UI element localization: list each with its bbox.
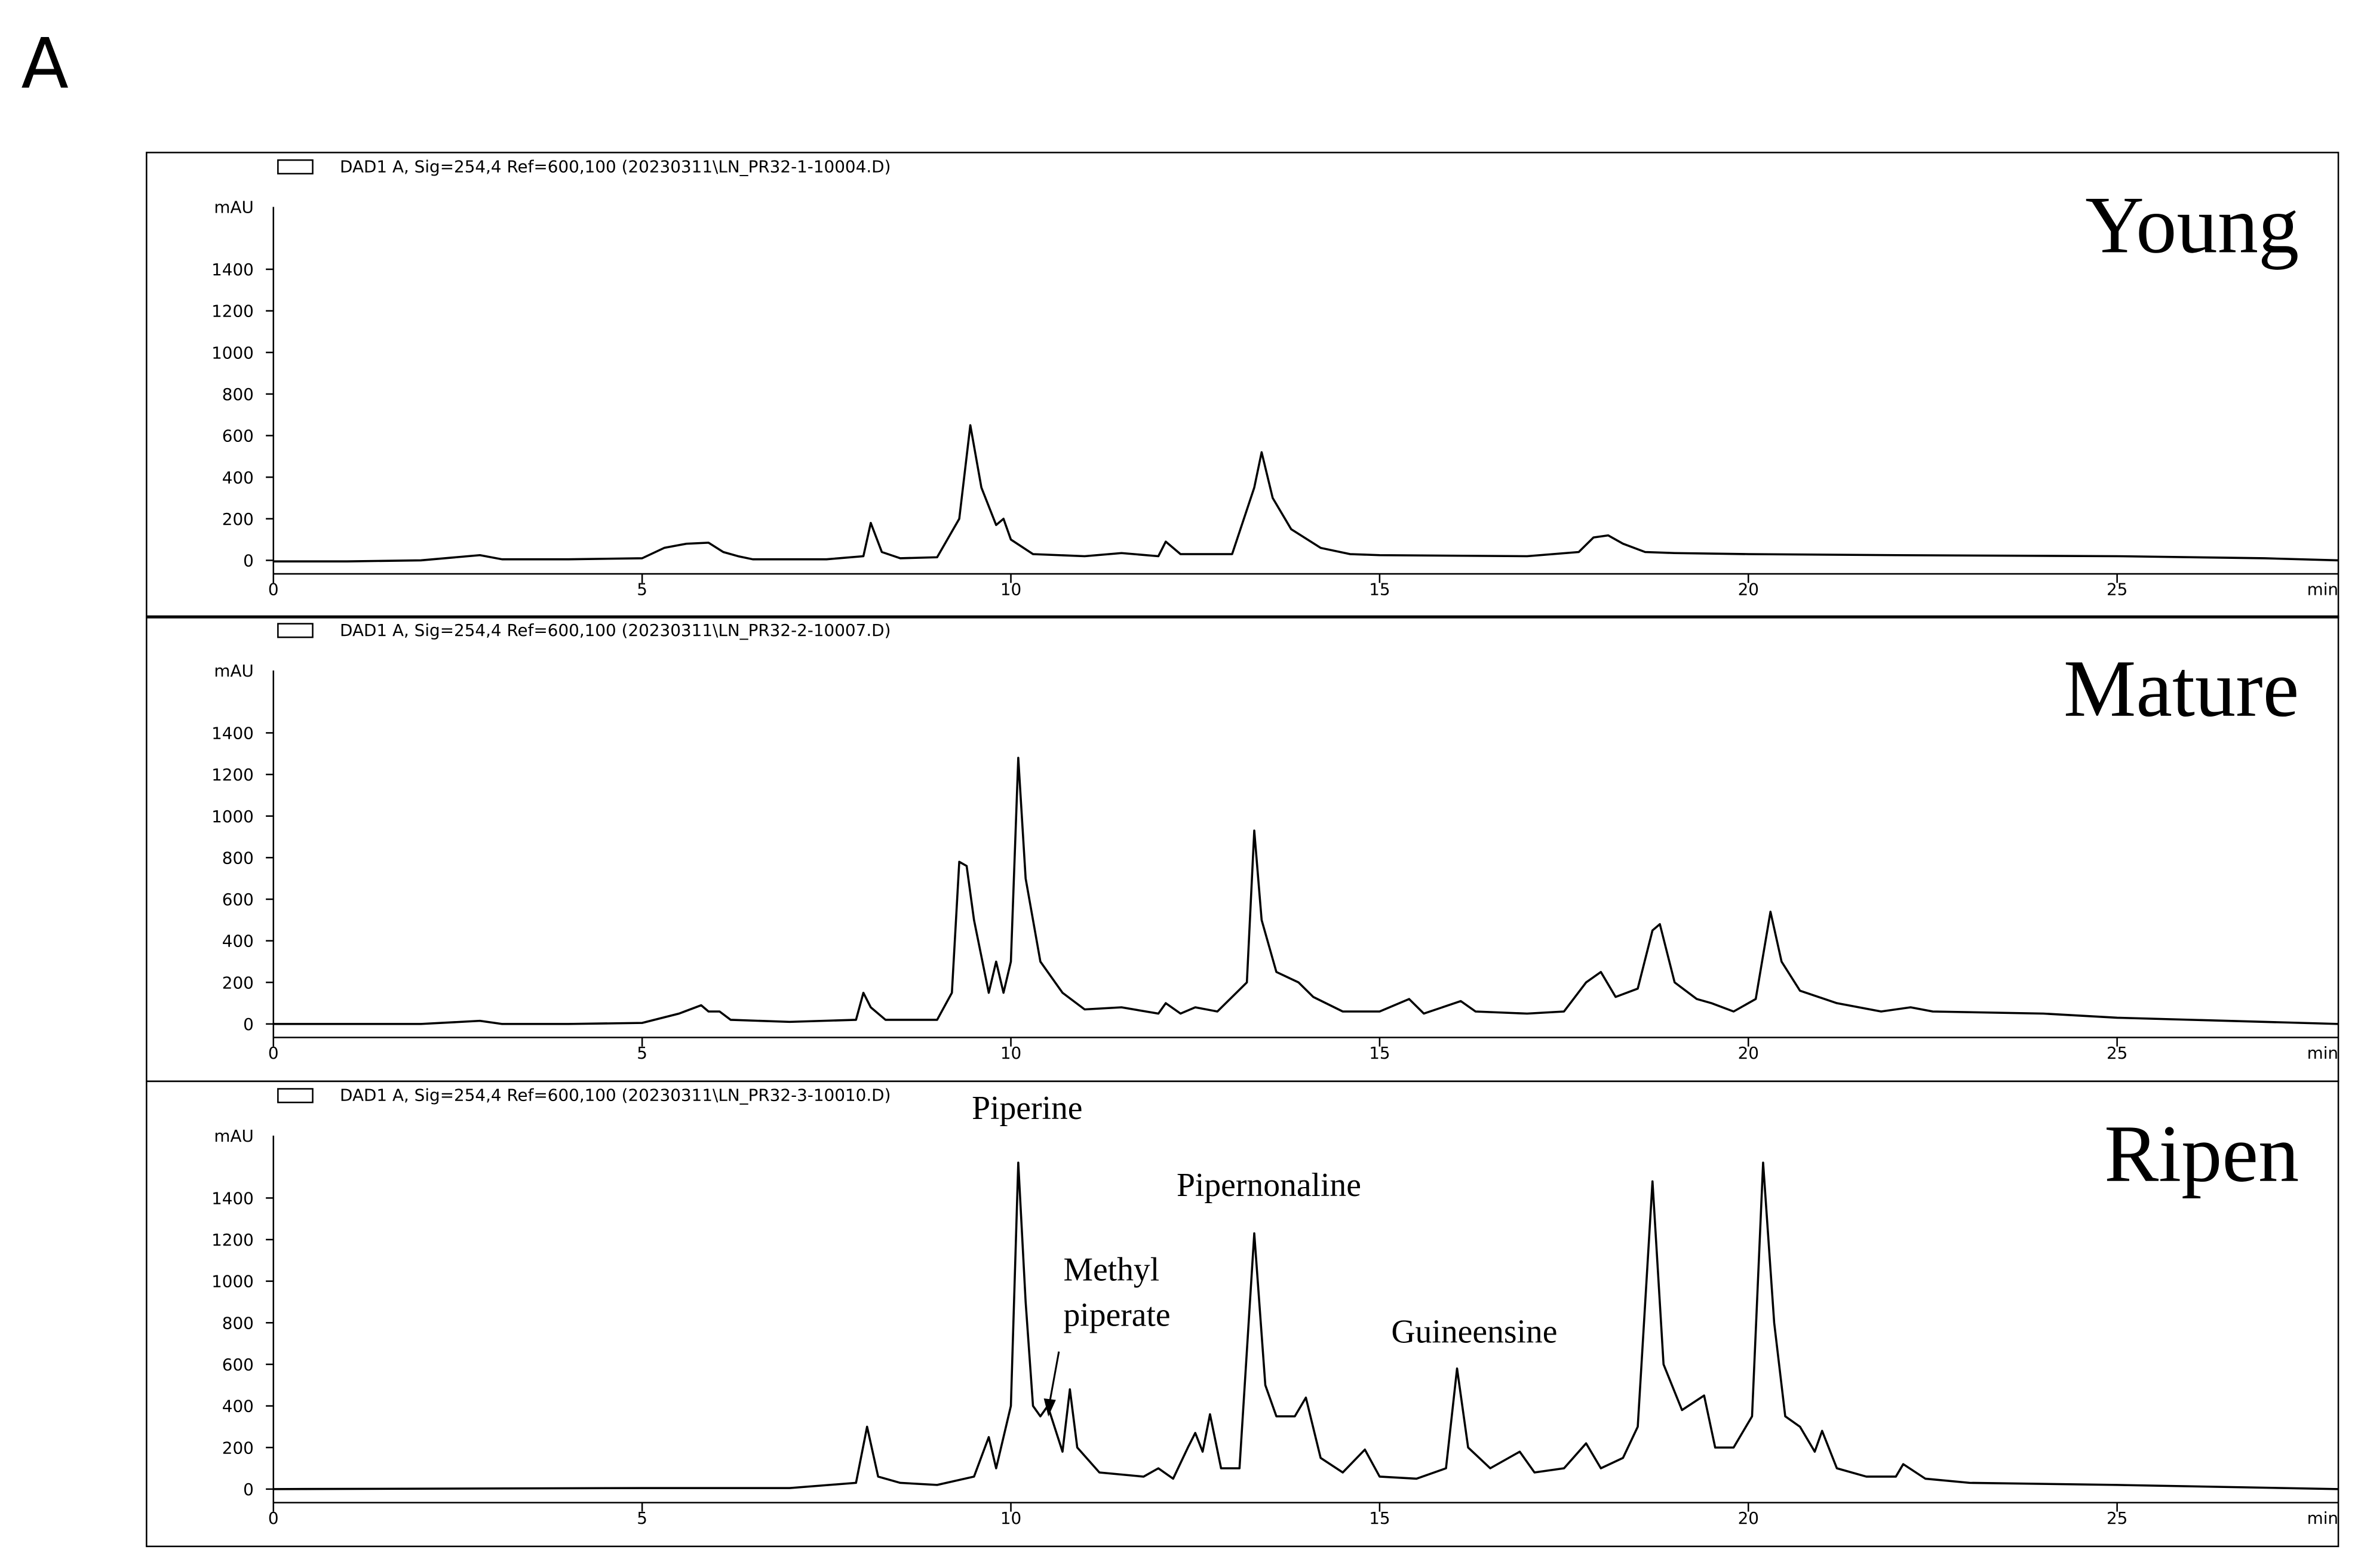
x-tick-label: 0 [268, 1508, 279, 1528]
y-tick-label: 1200 [211, 1230, 254, 1250]
y-tick-label: 1200 [211, 302, 254, 321]
x-axis-label: min [2307, 1508, 2338, 1528]
y-tick-label: 800 [222, 1313, 254, 1333]
y-tick-label: 200 [222, 509, 254, 529]
panel-frame [146, 615, 2339, 1083]
y-tick-label: 600 [222, 426, 254, 446]
panel: mAU min 0 200 400 600 800 1000 1200 1400 0 5 10 15 20 2… [146, 615, 2339, 1083]
x-tick-label: 20 [1738, 1043, 1759, 1063]
y-tick-label: 0 [243, 551, 254, 571]
legend-swatch [277, 159, 314, 175]
x-tick-label: 5 [637, 579, 647, 599]
y-axis-label: mAU [214, 198, 253, 217]
legend-label: DAD1 A, Sig=254,4 Ref=600,100 (20230311\… [340, 1086, 891, 1105]
x-tick-label: 20 [1738, 1508, 1759, 1528]
x-tick-label: 10 [1000, 1043, 1021, 1063]
chromatogram-line [273, 1161, 2339, 1490]
y-axis-label: mAU [214, 1126, 253, 1146]
y-tick-label: 1400 [211, 724, 254, 743]
peak-annotation: Pipernonaline [1177, 1167, 1361, 1204]
annotation-arrow [1049, 1351, 1060, 1402]
panel-label: Young [2085, 179, 2299, 270]
x-axis-label: min [2307, 1043, 2338, 1063]
x-tick-label: 15 [1369, 579, 1390, 599]
panel-label: Mature [2064, 643, 2299, 734]
x-tick-label: 5 [637, 1043, 647, 1063]
chromatogram-line [273, 757, 2339, 1025]
panel: mAU min 0 200 400 600 800 1000 1200 1400 0 5 10 15 20 2… [146, 152, 2339, 619]
panel-label: Ripen [2104, 1108, 2299, 1199]
x-tick-label: 0 [268, 579, 279, 599]
x-axis-label: min [2307, 579, 2338, 599]
panel: mAU min 0 200 400 600 800 1000 1200 1400 0 5 10 15 20 2… [146, 1080, 2339, 1548]
chromatogram-line [273, 424, 2339, 562]
figure-label: A [21, 24, 69, 104]
y-tick-label: 1400 [211, 260, 254, 279]
x-tick-label: 15 [1369, 1043, 1390, 1063]
y-tick-label: 200 [222, 1438, 254, 1458]
y-tick-label: 400 [222, 931, 254, 951]
x-tick-label: 25 [2107, 1508, 2127, 1528]
legend-swatch [277, 623, 314, 638]
x-tick-label: 5 [637, 1508, 647, 1528]
y-tick-label: 1400 [211, 1188, 254, 1208]
x-tick-label: 10 [1000, 1508, 1021, 1528]
legend-label: DAD1 A, Sig=254,4 Ref=600,100 (20230311\… [340, 620, 891, 640]
x-tick-label: 10 [1000, 579, 1021, 599]
annotation-arrowhead [1043, 1398, 1056, 1417]
x-tick-label: 0 [268, 1043, 279, 1063]
x-tick-label: 25 [2107, 579, 2127, 599]
y-tick-label: 600 [222, 1355, 254, 1375]
y-tick-label: 1200 [211, 765, 254, 785]
peak-annotation: Methyl [1063, 1252, 1159, 1289]
y-tick-label: 0 [243, 1014, 254, 1034]
y-tick-label: 800 [222, 848, 254, 868]
peak-annotation: Piperine [972, 1090, 1082, 1127]
y-tick-label: 400 [222, 468, 254, 487]
y-axis-label: mAU [214, 661, 253, 681]
x-tick-label: 20 [1738, 579, 1759, 599]
y-tick-label: 0 [243, 1480, 254, 1499]
y-tick-label: 800 [222, 385, 254, 404]
y-tick-label: 600 [222, 890, 254, 909]
y-tick-label: 1000 [211, 1272, 254, 1292]
y-tick-label: 400 [222, 1397, 254, 1416]
y-tick-label: 1000 [211, 343, 254, 362]
legend-swatch [277, 1088, 314, 1103]
x-tick-label: 25 [2107, 1043, 2127, 1063]
y-tick-label: 1000 [211, 807, 254, 826]
peak-annotation: piperate [1063, 1297, 1170, 1334]
peak-annotation: Guineensine [1391, 1313, 1557, 1350]
x-tick-label: 15 [1369, 1508, 1390, 1528]
y-tick-label: 200 [222, 973, 254, 992]
panel-frame [146, 152, 2339, 619]
panel-frame [146, 1080, 2339, 1548]
legend-label: DAD1 A, Sig=254,4 Ref=600,100 (20230311\… [340, 156, 891, 176]
